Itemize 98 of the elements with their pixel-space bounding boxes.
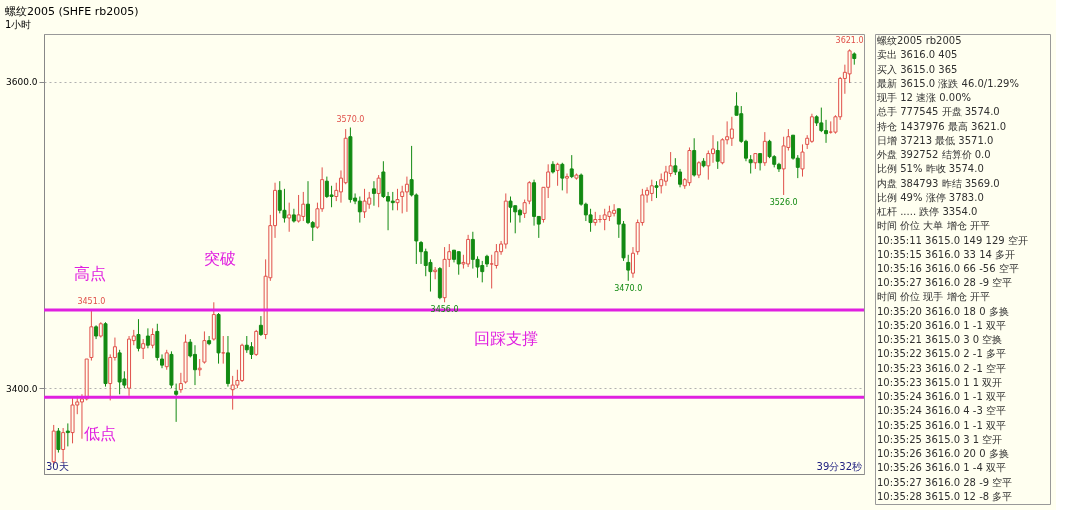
text: 10:35:21 3615.0 3 0 空换 <box>877 334 1003 346</box>
candlestick <box>494 243 499 270</box>
candlestick <box>565 173 570 194</box>
text: 10:35:27 3616.0 28 -9 空平 <box>877 476 1013 488</box>
candlestick <box>329 185 334 208</box>
candlestick <box>254 329 259 357</box>
candlestick <box>141 338 146 360</box>
text: 时间 价位 现手 增仓 开平 <box>877 291 990 303</box>
text: 10:35:23 3616.0 2 -1 空平 <box>877 362 1006 374</box>
annotation: 突破 <box>204 249 236 268</box>
chart-title: 螺纹2005 (SHFE rb2005) <box>5 4 139 18</box>
annotation: 30天 <box>46 461 69 472</box>
candlestick <box>371 180 376 207</box>
annotation: 高点 <box>74 264 106 283</box>
text: 杠杆 ..... 跌停 3354.0 <box>876 206 978 218</box>
candlestick <box>456 251 461 276</box>
text: 10:35:24 3616.0 1 -1 双平 <box>877 391 1006 403</box>
text: 现手 12 速涨 0.00% <box>877 92 972 104</box>
candlestick <box>136 318 141 352</box>
candlestick <box>419 240 424 265</box>
candlestick <box>649 179 654 202</box>
candlestick <box>569 154 574 179</box>
text: 比例 49% 涨停 3783.0 <box>877 191 984 203</box>
text: 10:35:25 3615.0 3 1 空开 <box>877 433 1003 445</box>
candlestick <box>56 427 61 454</box>
annotation: 39分32秒 <box>816 461 862 472</box>
candlestick <box>61 427 66 464</box>
candlestick <box>376 174 381 208</box>
text: 外盘 392752 结算价 0.0 <box>877 149 991 161</box>
text: 买入 3615.0 365 <box>877 63 958 75</box>
text: 10:35:16 3616.0 66 -56 空平 <box>877 263 1019 274</box>
candlestick <box>306 180 311 225</box>
text: 10:35:22 3615.0 2 -1 多平 <box>877 348 1006 360</box>
candlestick <box>527 180 532 205</box>
text: 10:35:27 3616.0 28 -9 空平 <box>877 277 1013 289</box>
y-tick-label: 3600.0 <box>6 77 38 88</box>
candlestick <box>362 188 367 219</box>
text: 10:35:26 3616.0 20 0 多换 <box>877 448 1009 460</box>
candlestick <box>729 116 734 147</box>
text: 持仓 1437976 最高 3621.0 <box>877 120 1007 132</box>
text: 卖出 3616.0 405 <box>877 49 958 61</box>
candlestick <box>560 162 565 191</box>
annotation: 回踩支撑 <box>474 329 538 348</box>
text: 内盘 384793 昨结 3569.0 <box>877 177 1000 189</box>
candlestick <box>202 330 207 365</box>
candlestick <box>404 176 409 213</box>
candlestick <box>800 143 805 178</box>
text: 最新 3615.0 涨跌 46.0/1.29% <box>877 77 1019 89</box>
annotation: 3451.0 <box>77 296 106 306</box>
y-tick-label: 3400.0 <box>6 383 38 394</box>
candlestick <box>192 344 197 386</box>
text: 10:35:24 3616.0 4 -3 空平 <box>877 405 1006 417</box>
text: 10:35:23 3615.0 1 1 双开 <box>877 376 1003 388</box>
candlestick <box>65 422 70 447</box>
candlestick <box>174 383 179 423</box>
candlestick <box>400 185 405 214</box>
candlestick <box>221 335 226 365</box>
chart-subtitle: 1小时 <box>5 18 32 30</box>
candlestick <box>145 327 150 349</box>
candlestick <box>357 196 362 224</box>
candlestick <box>659 173 664 194</box>
candlestick <box>748 154 753 175</box>
text: 10:35:11 3615.0 149 129 空开 <box>877 234 1028 246</box>
candlestick <box>258 315 263 337</box>
text: 时间 价位 大单 增仓 开平 <box>877 220 990 232</box>
candlestick <box>508 196 513 224</box>
candlestick <box>522 199 527 219</box>
text: 10:35:28 3615.0 12 -8 多平 <box>877 490 1013 502</box>
annotation: 3470.0 <box>614 283 643 293</box>
text: 日增 37213 最低 3571.0 <box>877 134 994 146</box>
annotation: 低点 <box>84 424 116 443</box>
annotation: 3570.0 <box>336 114 365 124</box>
candlestick <box>164 349 169 371</box>
candlestick <box>207 335 212 346</box>
candlestick <box>762 131 767 167</box>
text: 10:35:25 3616.0 1 -1 双平 <box>877 419 1006 431</box>
candlestick <box>150 327 155 349</box>
candlestick <box>282 188 287 224</box>
annotation: 3621.0 <box>835 36 864 46</box>
candlestick <box>390 191 395 211</box>
text: 10:35:20 3616.0 18 0 多换 <box>877 305 1009 317</box>
text: 总手 777545 开盘 3574.0 <box>876 106 1000 118</box>
text: 螺纹2005 rb2005 <box>877 35 962 47</box>
text: 10:35:20 3616.0 1 -1 双平 <box>877 319 1006 331</box>
candlestick <box>706 150 711 181</box>
text: 比例 51% 昨收 3574.0 <box>877 163 984 175</box>
candlestick <box>715 140 720 170</box>
candlestick <box>626 254 631 282</box>
text: 10:35:15 3616.0 33 14 多开 <box>877 248 1016 260</box>
candlestick <box>395 188 400 211</box>
annotation: 3526.0 <box>769 197 798 207</box>
candlestick <box>630 246 635 279</box>
annotation: 3456.0 <box>430 305 459 315</box>
candlestick <box>287 202 292 233</box>
candlestick <box>555 162 560 187</box>
candlestick <box>296 194 301 224</box>
text: 10:35:26 3616.0 1 -4 双平 <box>877 462 1006 474</box>
candlestick <box>517 208 522 224</box>
